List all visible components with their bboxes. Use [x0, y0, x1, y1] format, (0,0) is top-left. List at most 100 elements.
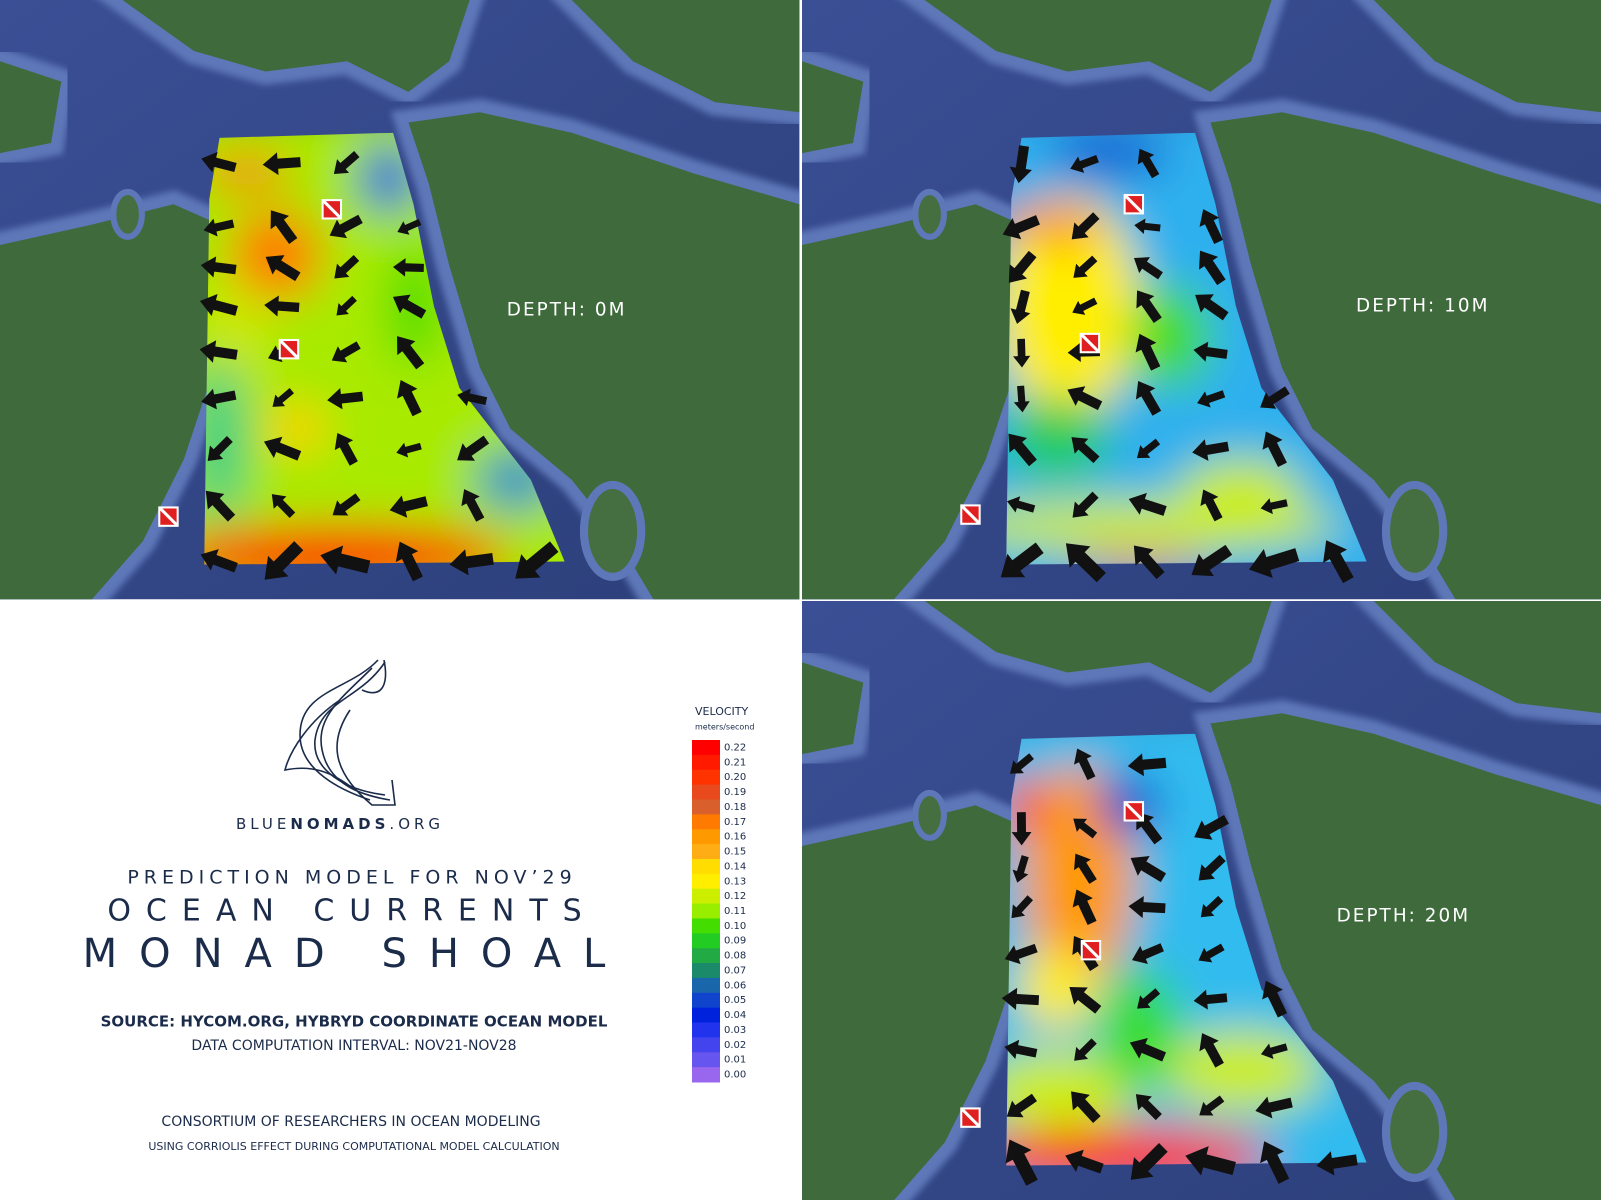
- legend-label: 0.07: [724, 965, 746, 976]
- current-arrow: [333, 151, 360, 174]
- legend-label: 0.19: [724, 787, 746, 798]
- land: [571, 0, 800, 113]
- land: [802, 61, 864, 154]
- legend: VELOCITY meters/second 0.22 0.21 0.20 0.19 0…: [692, 705, 754, 1083]
- subtitle: PREDICTION MODEL FOR NOV’29: [127, 867, 576, 889]
- current-arrow: [1200, 489, 1223, 522]
- current-arrow: [1004, 943, 1038, 965]
- current-arrow: [1137, 988, 1161, 1009]
- depth-label: DEPTH: 10M: [1356, 295, 1489, 316]
- current-arrow: [205, 490, 236, 522]
- current-arrow: [1073, 255, 1098, 278]
- island: [912, 789, 947, 841]
- current-arrow: [1191, 544, 1233, 577]
- current-arrow: [1071, 1091, 1101, 1124]
- current-arrow: [1133, 545, 1165, 580]
- legend-label: 0.15: [724, 847, 746, 858]
- current-arrow: [1007, 496, 1036, 513]
- current-arrow: [334, 254, 360, 279]
- legend-label: 0.22: [724, 742, 746, 753]
- current-arrow: [1192, 439, 1230, 461]
- current-arrow: [1073, 818, 1098, 839]
- land: [924, 0, 1272, 92]
- legend-swatch: [692, 1022, 720, 1038]
- current-arrow: [1001, 987, 1040, 1011]
- land: [1373, 601, 1601, 714]
- legend-label: 0.20: [724, 772, 746, 783]
- current-arrow: [1200, 895, 1224, 918]
- legend-swatch: [692, 1037, 720, 1053]
- current-arrow: [331, 341, 361, 363]
- current-arrow: [1072, 889, 1097, 926]
- legend-swatch: [692, 1067, 720, 1083]
- current-arrow: [264, 295, 300, 317]
- current-arrow: [457, 388, 488, 407]
- current-arrow: [200, 549, 238, 573]
- land: [0, 204, 235, 600]
- land: [802, 805, 1037, 1201]
- legend-swatch: [692, 903, 720, 919]
- current-arrow: [1009, 145, 1032, 184]
- current-arrow: [1136, 290, 1162, 324]
- land: [1373, 0, 1601, 113]
- current-arrow: [1130, 1143, 1168, 1180]
- current-arrow: [271, 494, 296, 519]
- current-arrow: [1131, 943, 1164, 965]
- current-arrow: [1072, 297, 1098, 315]
- current-arrow: [1185, 1146, 1236, 1176]
- heat-blob: [1016, 948, 1099, 1030]
- depth-label: DEPTH: 0M: [507, 299, 627, 320]
- legend-swatch: [692, 918, 720, 934]
- current-arrow: [1013, 338, 1031, 368]
- current-arrow: [1262, 980, 1288, 1018]
- current-arrow: [1248, 548, 1300, 579]
- current-arrow: [262, 152, 301, 176]
- current-arrow: [1129, 1038, 1167, 1062]
- legend-label: 0.13: [724, 876, 746, 887]
- current-arrow: [396, 442, 422, 458]
- heat-blob: [1179, 459, 1303, 521]
- current-arrow: [1065, 1149, 1104, 1174]
- current-arrow: [1000, 542, 1044, 578]
- current-arrow: [397, 336, 425, 370]
- current-arrow: [1067, 386, 1103, 411]
- current-arrow: [1010, 289, 1031, 324]
- current-arrow: [1136, 438, 1161, 459]
- current-arrow: [1128, 492, 1167, 516]
- legend-swatch: [692, 754, 720, 771]
- title: OCEAN CURRENTS: [107, 894, 596, 929]
- current-arrow: [392, 294, 427, 319]
- legend-swatch: [692, 784, 720, 800]
- land: [924, 601, 1272, 693]
- legend-label: 0.05: [724, 995, 746, 1006]
- legend-swatch: [692, 1007, 720, 1024]
- legend-label: 0.02: [724, 1040, 746, 1051]
- island: [579, 480, 646, 581]
- current-arrow: [1137, 148, 1160, 179]
- current-arrow: [1197, 390, 1226, 408]
- current-arrow: [272, 388, 294, 407]
- legend-swatch: [692, 873, 720, 890]
- land: [802, 662, 864, 755]
- current-arrow: [449, 549, 494, 576]
- legend-unit: meters/second: [695, 723, 754, 732]
- current-arrow: [1194, 814, 1229, 840]
- current-arrow: [389, 495, 428, 518]
- current-arrow: [1128, 895, 1166, 919]
- legend-label: 0.12: [724, 891, 746, 902]
- land: [1210, 713, 1601, 1201]
- current-arrow: [461, 489, 485, 522]
- current-arrow: [1260, 1043, 1288, 1059]
- legend-swatch: [692, 1052, 720, 1068]
- dive-site-stripe: [322, 200, 342, 219]
- current-arrow: [200, 256, 237, 278]
- current-arrow: [1133, 257, 1163, 280]
- legend-label: 0.18: [724, 802, 746, 813]
- legend-swatch: [692, 992, 720, 1009]
- current-arrow: [1071, 212, 1100, 240]
- current-arrow: [1072, 491, 1099, 518]
- current-arrow: [329, 214, 363, 239]
- logo-part: NOMADS: [290, 815, 389, 833]
- current-arrow: [1011, 812, 1032, 846]
- current-arrow: [1193, 341, 1228, 362]
